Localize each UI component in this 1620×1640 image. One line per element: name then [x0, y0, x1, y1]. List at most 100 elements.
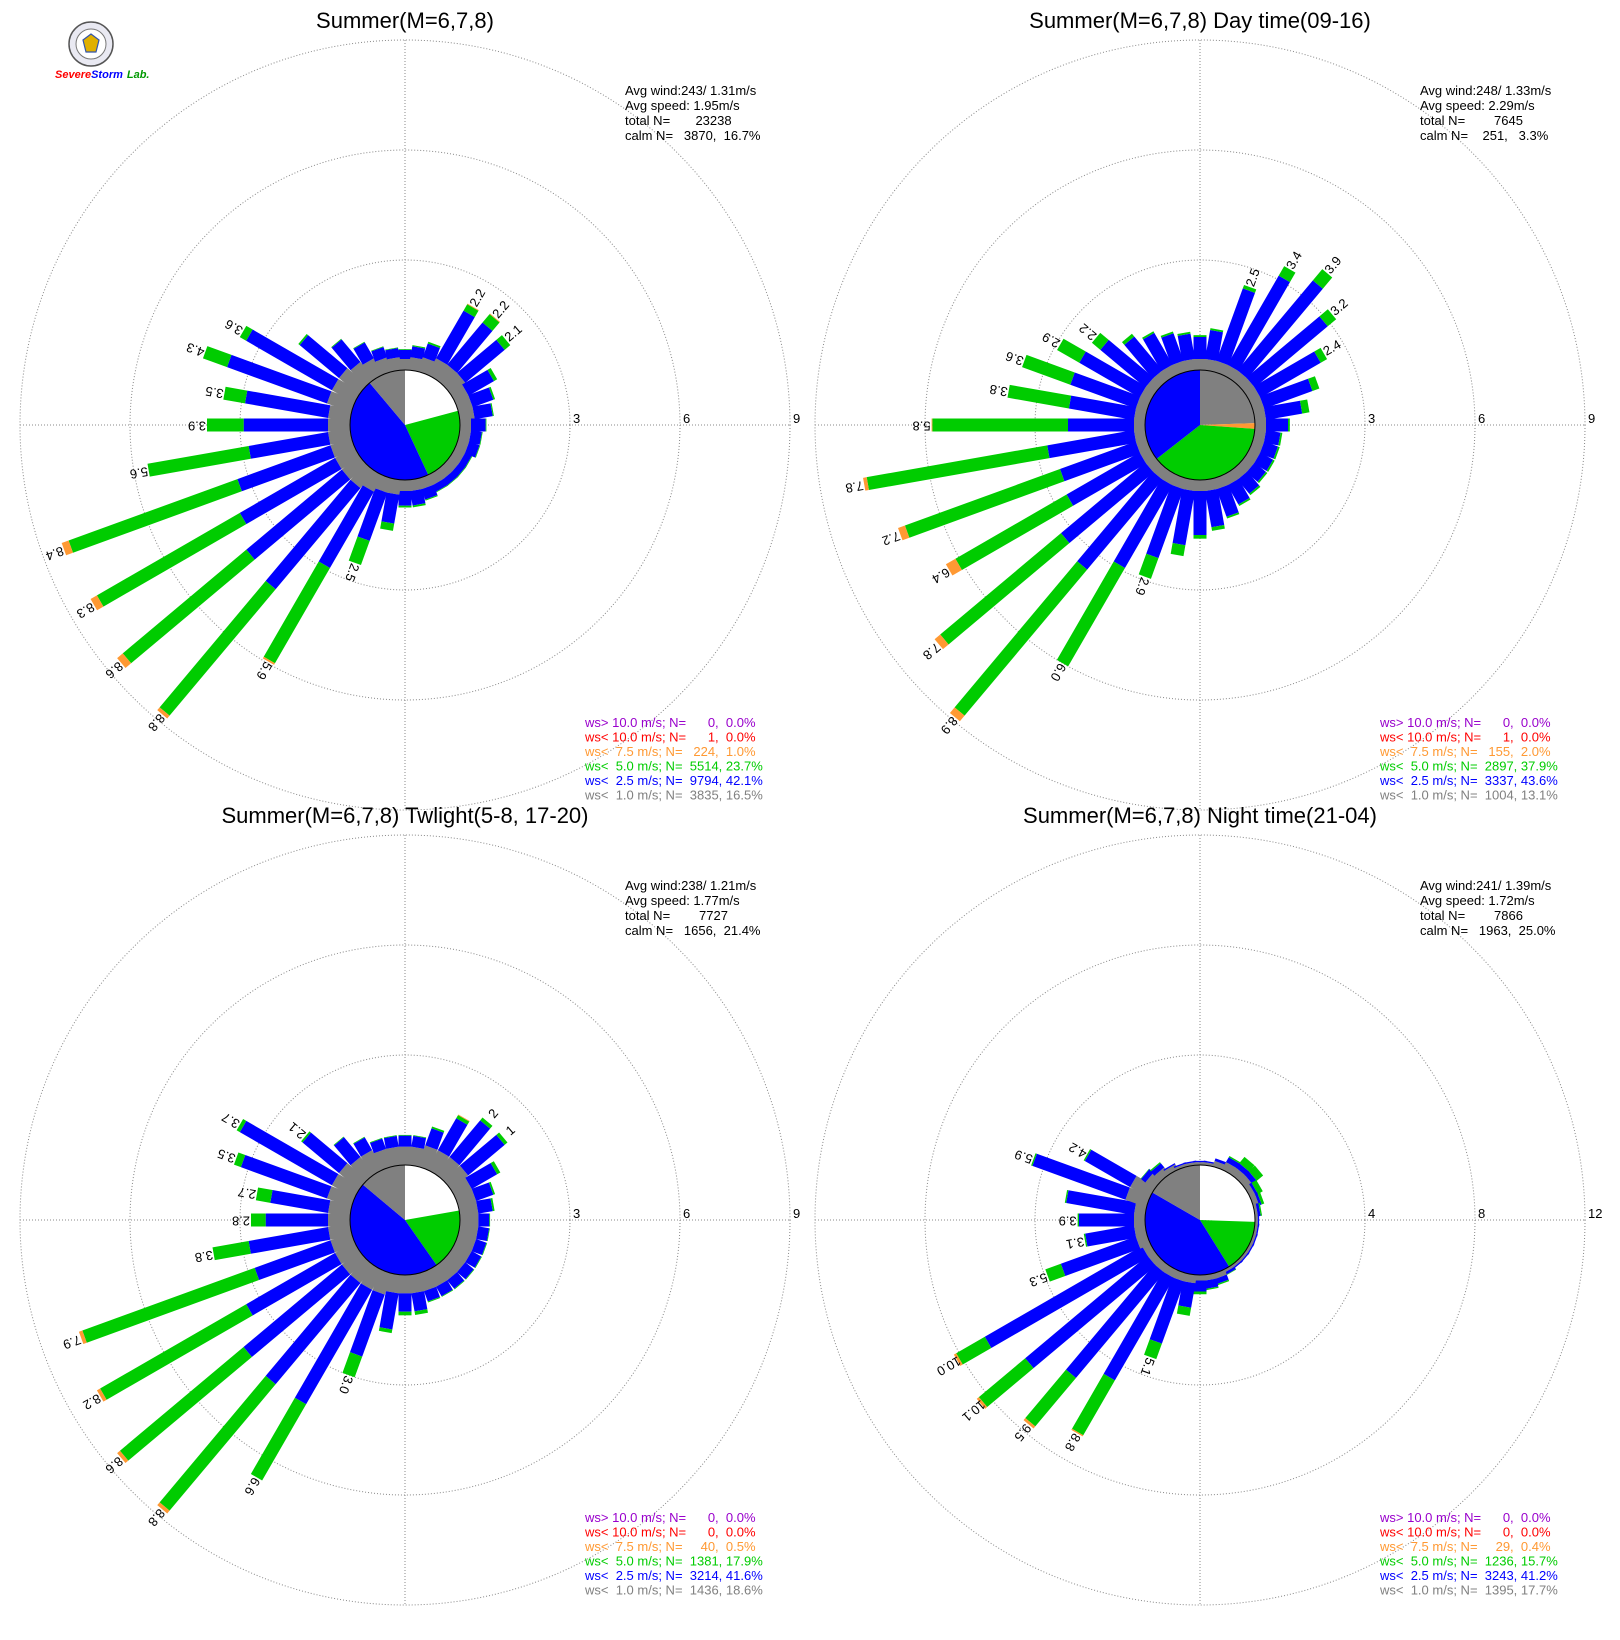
bar-segment [1085, 1225, 1137, 1247]
bar-segment [328, 1213, 350, 1227]
direction-bar-340 [369, 1137, 393, 1171]
bar-segment [386, 357, 402, 372]
direction-bar-200: 3.0 [336, 1269, 393, 1396]
bar-segment [1031, 1153, 1037, 1166]
center-pie-slice [1145, 1192, 1230, 1275]
bar-segment [456, 339, 505, 383]
bar-segment [1068, 395, 1137, 420]
bar-segment [265, 1274, 361, 1385]
direction-bar-300: 4.2 [1066, 1140, 1156, 1199]
bar-segment [1246, 1243, 1255, 1256]
bar-segment [233, 1152, 246, 1168]
direction-bar-350 [385, 347, 402, 372]
bar-segment [436, 1280, 453, 1297]
bar-segment [1193, 359, 1207, 370]
direction-bar-160 [417, 1269, 441, 1303]
direction-bar-210: 8.8 [1062, 1264, 1179, 1454]
bar-segment [472, 403, 493, 420]
bar-segment [1205, 488, 1225, 528]
bar-segment [1134, 418, 1145, 432]
bar-segment [348, 536, 370, 566]
bar-segment [68, 479, 242, 553]
direction-bar-240: 8.2 [80, 1241, 361, 1413]
bar-segment [250, 1397, 307, 1481]
legend-entry: ws> 10.0 m/s; N= 0, 0.0% [584, 1510, 756, 1525]
legend-entry: ws< 1.0 m/s; N= 1004, 13.1% [1379, 788, 1558, 803]
direction-bar-290: 3.5 [215, 1146, 356, 1208]
bar-segment [248, 431, 331, 459]
direction-bar-220: 8.8 [145, 462, 375, 734]
direction-bar-310: 2.1 [285, 1119, 368, 1190]
bar-segment [1193, 1280, 1207, 1292]
bar-segment [265, 1213, 329, 1227]
bar-segment [489, 1213, 491, 1227]
bar-segment [369, 1137, 383, 1143]
direction-bar-170 [1203, 478, 1225, 531]
rose-title: Summer(M=6,7,8) [316, 8, 494, 33]
center-pie-slice [1200, 1165, 1255, 1222]
bar-segment [263, 561, 330, 664]
rose-stat-line: Avg wind:248/ 1.33m/s [1420, 83, 1552, 98]
bar-segment [244, 390, 331, 419]
bar-segment [454, 1280, 465, 1290]
center-pie-slice [405, 370, 459, 425]
bar-segment [1183, 1160, 1197, 1165]
direction-bar-320 [331, 338, 375, 388]
direction-bar-0 [398, 349, 412, 370]
bar-segment [1193, 480, 1207, 491]
direction-bar-130 [442, 1250, 475, 1280]
bar-segment [1239, 1156, 1255, 1172]
bar-segment [100, 1304, 253, 1400]
center-pie-outline [349, 1164, 461, 1276]
bar-segment [331, 379, 361, 404]
bar-segment [931, 418, 933, 432]
bar-segment [1064, 1189, 1069, 1204]
direction-bar-260: 7.8 [844, 428, 1147, 496]
bar-segment [1161, 333, 1184, 366]
bar-segment [236, 1119, 247, 1133]
bar-segment [488, 386, 496, 400]
bar-segment [1193, 1291, 1207, 1295]
bar-segment [383, 1135, 399, 1149]
severe-storm-lab-logo: SevereStorm Lab. [55, 21, 150, 81]
bar-segment [1255, 418, 1266, 432]
direction-bar-50: 1 [442, 1122, 518, 1190]
bar-segment [398, 480, 412, 491]
bar-segment [372, 1269, 393, 1295]
direction-bar-220: 8.8 [145, 1257, 375, 1529]
bar-segment [1133, 1223, 1147, 1238]
bar-segment [1225, 1157, 1241, 1169]
direction-bar-270: 3.9 [1059, 1213, 1145, 1229]
legend-entry: ws< 5.0 m/s; N= 1381, 17.9% [584, 1554, 763, 1569]
bar-segment [1177, 331, 1191, 336]
bar-segment [460, 418, 471, 432]
bar-segment [426, 1264, 448, 1287]
bar-segment [435, 1257, 458, 1281]
bar-segment [475, 445, 481, 458]
bar-segment [949, 707, 965, 722]
bar-total-label: 2.5 [342, 562, 362, 584]
bar-segment [431, 1126, 445, 1133]
bar-segment [456, 1262, 474, 1280]
bar-total-label: 2.9 [1132, 575, 1152, 597]
bar-segment [1223, 1266, 1236, 1276]
bar-segment [426, 1150, 450, 1176]
bar-segment [1163, 1163, 1176, 1171]
wind-rose-panel-2: Summer(M=6,7,8) Day time(09-16) 3 6 9 Avg wi… [814, 8, 1595, 811]
direction-bar-250: 5.3 [1027, 1232, 1151, 1290]
bar-segment [956, 1336, 992, 1365]
bar-segment [398, 349, 412, 359]
bar-segment [350, 1156, 375, 1183]
bar-total-label: 3.1 [1065, 1234, 1085, 1252]
bar-segment [326, 1186, 356, 1208]
logo-word-severe: Severe [55, 69, 91, 81]
direction-bar-180 [398, 480, 412, 508]
bar-segment [339, 1163, 368, 1190]
bar-segment [422, 343, 440, 362]
bar-segment [1312, 269, 1333, 289]
bar-total-label: 5.9 [1013, 1147, 1035, 1167]
bar-segment [1252, 1233, 1258, 1247]
bar-segment [1278, 266, 1296, 283]
bar-segment [1079, 1213, 1134, 1227]
